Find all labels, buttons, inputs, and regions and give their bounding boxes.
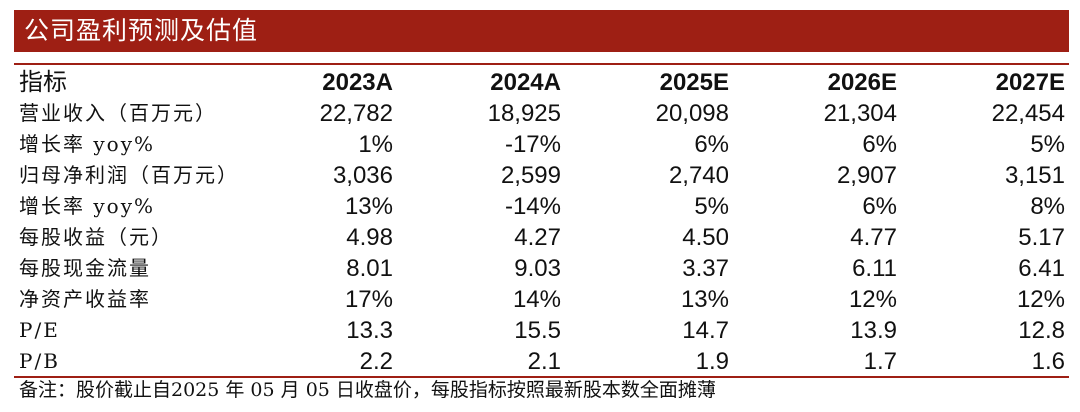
table-cell: 6%	[862, 131, 897, 158]
table-cell: -17%	[504, 131, 561, 158]
row-label: 每股现金流量	[19, 256, 151, 280]
table-cell: 2.1	[527, 348, 561, 375]
table-row: P/B 2.2 2.1 1.9 1.7 1.6	[14, 346, 1069, 377]
table-cell: 2,907	[836, 162, 897, 189]
header-year-2024a: 2024A	[490, 69, 561, 96]
table-cell: 18,925	[487, 100, 561, 127]
row-label: 归母净利润（百万元）	[19, 163, 229, 187]
table-cell: 8.01	[346, 255, 393, 282]
table-cell: 1.9	[695, 348, 729, 375]
row-label: 增长率 yoy%	[19, 194, 155, 218]
table-body: 营业收入（百万元） 22,782 18,925 20,098 21,304 22,454 增…	[14, 98, 1069, 377]
table-cell: 12%	[848, 286, 897, 313]
table-cell: 1%	[358, 131, 393, 158]
table-cell: 15.5	[514, 317, 561, 344]
row-label: 增长率 yoy%	[19, 132, 155, 156]
table-row: 归母净利润（百万元） 3,036 2,599 2,740 2,907 3,151	[14, 160, 1069, 191]
panel-title: 公司盈利预测及估值	[14, 10, 1069, 52]
row-label: 每股收益（元）	[19, 225, 173, 249]
table-cell: 2,740	[668, 162, 729, 189]
table-cell: 3.37	[682, 255, 729, 282]
table-cell: 14.7	[682, 317, 729, 344]
table-cell: -14%	[504, 193, 561, 220]
row-label: P/B	[19, 349, 60, 373]
header-year-2023a: 2023A	[322, 69, 393, 96]
table-cell: 6%	[694, 131, 729, 158]
table-cell: 2,599	[500, 162, 561, 189]
table-cell: 13.9	[850, 317, 897, 344]
table-row: 净资产收益率 17% 14% 13% 12% 12%	[14, 284, 1069, 315]
table-cell: 13%	[344, 193, 393, 220]
table-cell: 6%	[862, 193, 897, 220]
table-cell: 2.2	[359, 348, 393, 375]
row-label: 净资产收益率	[19, 287, 151, 311]
forecast-table: 指标 2023A 2024A 2025E 2026E 2027E 营业收入（百万…	[14, 67, 1069, 377]
table-cell: 5%	[694, 193, 729, 220]
table-cell: 1.7	[863, 348, 897, 375]
table-row: 每股收益（元） 4.98 4.27 4.50 4.77 5.17	[14, 222, 1069, 253]
table-cell: 12%	[1016, 286, 1065, 313]
table-cell: 5.17	[1018, 224, 1065, 251]
table-cell: 1.6	[1031, 348, 1065, 375]
table-cell: 21,304	[823, 100, 897, 127]
table-row: P/E 13.3 15.5 14.7 13.9 12.8	[14, 315, 1069, 346]
forecast-valuation-panel: 公司盈利预测及估值 指标 2023A 2024A 2025E 2026E 202…	[14, 10, 1069, 402]
header-year-2026e: 2026E	[827, 69, 897, 96]
table-header-row: 指标 2023A 2024A 2025E 2026E 2027E	[14, 67, 1069, 98]
table-row: 增长率 yoy% 13% -14% 5% 6% 8%	[14, 191, 1069, 222]
table-top-rule	[14, 63, 1069, 65]
table-cell: 4.77	[850, 224, 897, 251]
table-cell: 4.27	[514, 224, 561, 251]
table-cell: 6.41	[1018, 255, 1065, 282]
header-year-2027e: 2027E	[995, 69, 1065, 96]
table-cell: 13%	[680, 286, 729, 313]
table-cell: 8%	[1030, 193, 1065, 220]
table-cell: 4.98	[346, 224, 393, 251]
table-cell: 6.11	[852, 255, 897, 282]
table-cell: 9.03	[514, 255, 561, 282]
table-cell: 22,782	[319, 100, 393, 127]
table-row: 每股现金流量 8.01 9.03 3.37 6.11 6.41	[14, 253, 1069, 284]
footnote: 备注：股价截止自2025 年 05 月 05 日收盘价，每股指标按照最新股本数全…	[19, 379, 716, 401]
table-bottom-rule	[14, 376, 1069, 378]
table-cell: 17%	[344, 286, 393, 313]
row-label: P/E	[19, 318, 60, 342]
table-cell: 13.3	[346, 317, 393, 344]
row-label: 营业收入（百万元）	[19, 101, 217, 125]
table-row: 营业收入（百万元） 22,782 18,925 20,098 21,304 22,454	[14, 98, 1069, 129]
header-metric-label: 指标	[19, 68, 67, 96]
table-cell: 12.8	[1018, 317, 1065, 344]
table-cell: 22,454	[991, 100, 1065, 127]
table-cell: 14%	[512, 286, 561, 313]
header-year-2025e: 2025E	[659, 69, 729, 96]
table-cell: 3,151	[1004, 162, 1065, 189]
table-cell: 5%	[1030, 131, 1065, 158]
table-row: 增长率 yoy% 1% -17% 6% 6% 5%	[14, 129, 1069, 160]
table-cell: 4.50	[682, 224, 729, 251]
table-cell: 3,036	[332, 162, 393, 189]
table-cell: 20,098	[655, 100, 729, 127]
